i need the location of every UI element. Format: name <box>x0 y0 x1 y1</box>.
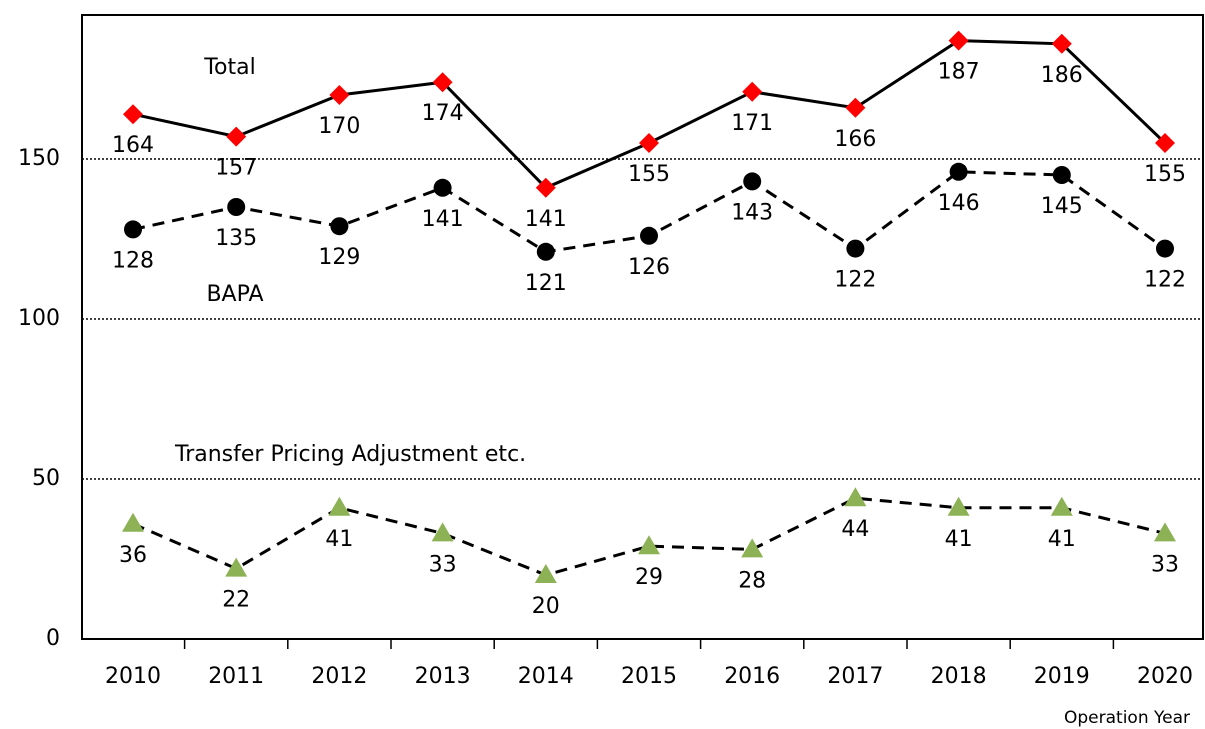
data-label: 171 <box>731 111 773 136</box>
y-tick-label: 50 <box>32 466 60 491</box>
marker <box>845 97 866 118</box>
marker <box>433 178 452 197</box>
marker <box>639 133 659 153</box>
data-label: 129 <box>318 245 360 270</box>
data-label: 36 <box>119 543 147 568</box>
data-label: 126 <box>628 255 670 280</box>
data-label: 170 <box>318 114 360 139</box>
marker <box>431 522 454 542</box>
data-label: 143 <box>731 200 773 225</box>
marker <box>226 126 247 147</box>
data-label: 20 <box>532 594 560 619</box>
x-tick-label: 2020 <box>1137 664 1193 689</box>
marker <box>1050 496 1073 516</box>
data-label: 135 <box>215 226 257 251</box>
marker <box>225 557 248 577</box>
data-label: 186 <box>1041 63 1083 88</box>
marker <box>329 85 350 105</box>
data-label: 141 <box>422 207 464 232</box>
series-name: Transfer Pricing Adjustment etc. <box>174 442 526 467</box>
marker <box>432 72 453 93</box>
data-label: 164 <box>112 133 154 158</box>
x-tick-label: 2016 <box>724 664 780 689</box>
marker <box>741 538 764 558</box>
marker <box>743 172 762 191</box>
data-label: 141 <box>525 207 567 232</box>
data-label: 121 <box>525 271 567 296</box>
data-label: 155 <box>1144 162 1186 187</box>
marker <box>846 239 865 258</box>
data-label: 122 <box>834 268 876 293</box>
x-tick-label: 2019 <box>1034 664 1090 689</box>
marker <box>536 242 555 261</box>
data-label: 155 <box>628 162 670 187</box>
data-label: 22 <box>222 588 250 613</box>
data-label: 41 <box>325 527 353 552</box>
data-label: 44 <box>841 517 869 542</box>
marker <box>330 217 349 236</box>
marker <box>122 512 144 532</box>
y-tick-label: 0 <box>46 626 60 651</box>
marker <box>947 496 970 516</box>
data-label: 28 <box>738 568 766 593</box>
marker <box>1154 522 1176 542</box>
data-label: 146 <box>938 191 980 216</box>
x-tick-label: 2015 <box>621 664 677 689</box>
x-tick-label: 2017 <box>827 664 883 689</box>
data-label: 29 <box>635 565 663 590</box>
data-label: 166 <box>834 127 876 152</box>
data-label: 41 <box>945 527 973 552</box>
x-tick-label: 2012 <box>311 664 367 689</box>
data-label: 128 <box>112 248 154 273</box>
x-axis-title: Operation Year <box>1064 708 1190 728</box>
marker <box>123 104 143 125</box>
data-label: 33 <box>429 552 457 577</box>
data-label: 33 <box>1151 552 1179 577</box>
y-tick-label: 100 <box>18 306 60 331</box>
marker <box>1155 133 1175 153</box>
series-name: BAPA <box>206 282 263 307</box>
data-label: 157 <box>215 156 257 181</box>
marker <box>227 198 246 216</box>
marker <box>535 177 556 198</box>
y-tick-label: 150 <box>18 146 60 171</box>
data-label: 41 <box>1048 527 1076 552</box>
marker <box>1052 166 1071 184</box>
marker <box>534 564 557 583</box>
marker <box>328 496 351 516</box>
plot-frame <box>81 14 1204 640</box>
marker <box>948 30 969 51</box>
marker <box>1051 33 1072 54</box>
marker <box>638 535 660 555</box>
marker <box>844 487 867 507</box>
data-label: 174 <box>422 101 464 126</box>
x-tick-label: 2013 <box>415 664 471 689</box>
x-tick-label: 2010 <box>105 664 161 689</box>
x-tick-label: 2011 <box>208 664 264 689</box>
marker <box>949 162 968 181</box>
data-label: 122 <box>1144 268 1186 293</box>
series-name: Total <box>203 55 255 80</box>
marker <box>124 220 142 239</box>
data-label: 187 <box>938 60 980 85</box>
marker <box>1156 239 1174 258</box>
data-label: 145 <box>1041 194 1083 219</box>
x-tick-label: 2014 <box>518 664 574 689</box>
x-tick-label: 2018 <box>931 664 987 689</box>
marker <box>640 226 658 245</box>
marker <box>742 81 763 102</box>
